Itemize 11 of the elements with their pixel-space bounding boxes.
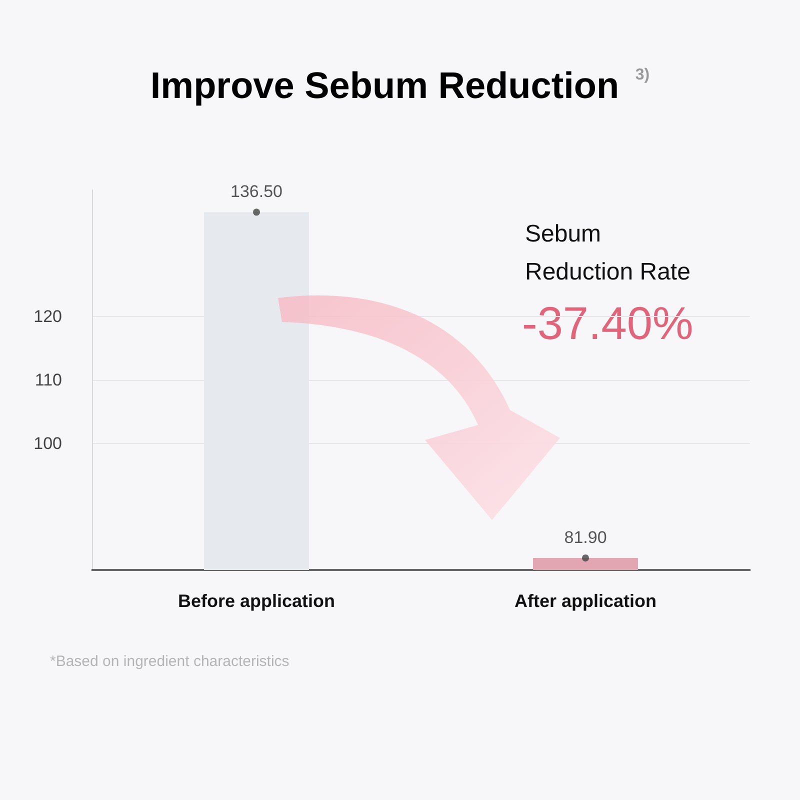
x-tick-label: After application [514, 591, 657, 611]
data-label: 136.50 [230, 182, 282, 202]
data-label: 81.90 [564, 528, 607, 547]
chart-title: Improve Sebum Reduction 3) [150, 65, 650, 106]
y-tick-label: 100 [34, 434, 62, 453]
y-tick-label: 110 [34, 370, 62, 390]
x-tick-label: Before application [178, 591, 336, 611]
y-tick-label: 120 [34, 307, 62, 326]
annotation: Sebum Reduction Rate [525, 220, 690, 286]
text: *Based on ingredient characteristics [50, 653, 290, 670]
annotation: -37.40% [522, 297, 694, 349]
